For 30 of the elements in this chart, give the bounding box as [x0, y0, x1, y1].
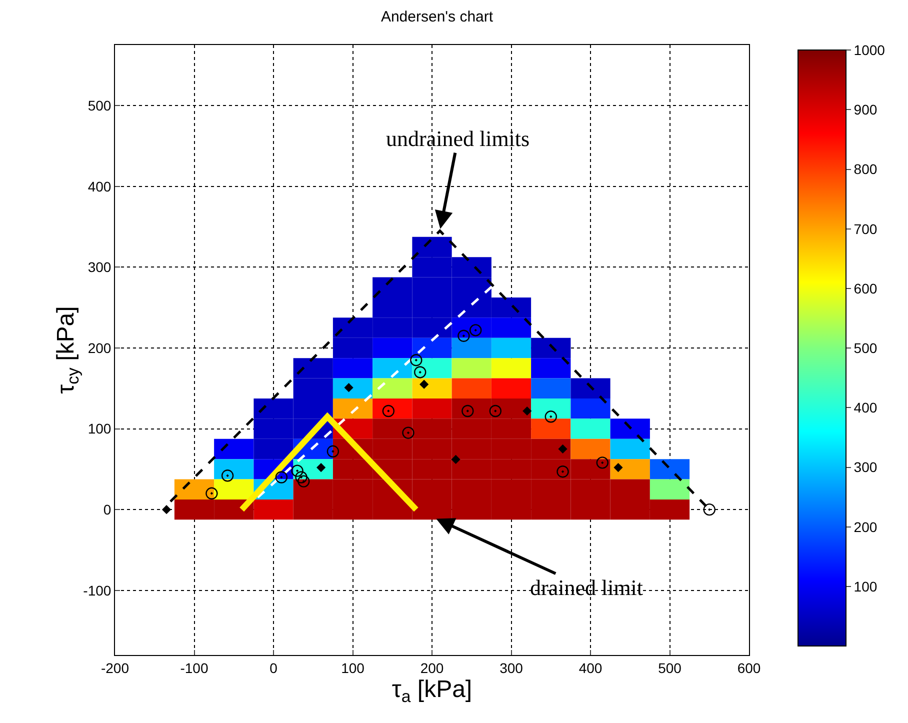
x-tick-label: 500 [658, 660, 682, 676]
x-tick-label: -100 [180, 660, 208, 676]
color-bar-label: 600 [854, 280, 878, 296]
x-tick-label: 600 [737, 660, 761, 676]
x-tick-label: 200 [420, 660, 444, 676]
x-tick-label: 0 [270, 660, 278, 676]
x-tick-label: -200 [100, 660, 130, 676]
y-tick-label: 200 [88, 340, 112, 356]
y-tick-label: 500 [88, 98, 112, 114]
y-tick-label: 100 [88, 420, 112, 437]
color-bar-label: 200 [854, 518, 878, 535]
color-bar-label: 500 [854, 340, 878, 356]
color-bar-label: 100 [854, 578, 878, 594]
y-tick-label: -100 [83, 582, 112, 598]
color-bar-label: 300 [854, 459, 878, 476]
color-bar-label: 900 [854, 102, 878, 118]
y-tick-label: 400 [88, 178, 112, 194]
y-tick-label: 300 [88, 259, 112, 276]
chart-title: Andersen's chart [380, 8, 494, 26]
color-bar-label: 700 [854, 220, 878, 237]
x-axis-title: τ$_{a}$ [kPa] [392, 676, 472, 706]
color-bar-label: 400 [854, 400, 878, 416]
color-bar-label: 1000 [854, 42, 886, 58]
annotation: undrained limits [386, 126, 530, 151]
x-tick-label: 400 [578, 660, 602, 676]
x-tick-label: 100 [341, 660, 365, 676]
annotation: drained limit [530, 575, 644, 600]
color-bar-label: 800 [854, 161, 878, 178]
y-tick-label: 0 [103, 501, 112, 518]
x-tick-label: 300 [500, 660, 524, 676]
